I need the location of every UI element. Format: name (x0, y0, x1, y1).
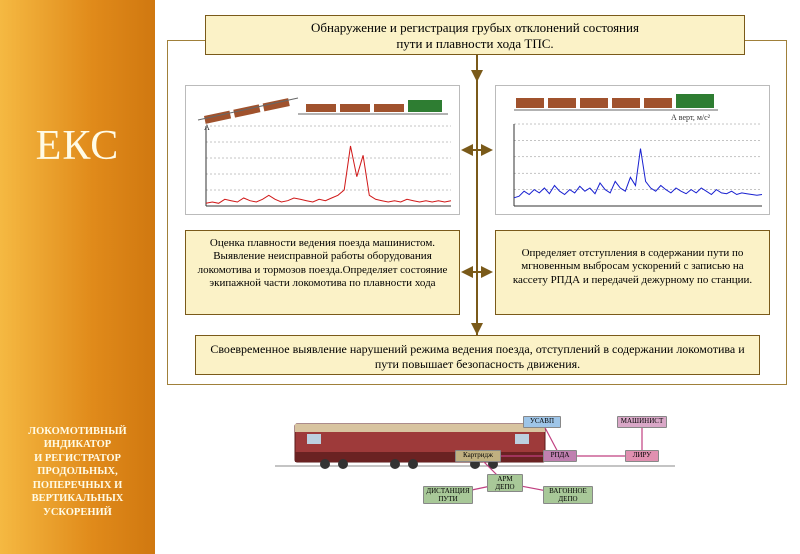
bottom-summary-box: Своевременное выявление нарушений режима… (195, 335, 760, 375)
right-description-box: Определяет отступления в содержании пути… (495, 230, 770, 315)
chart-right: А верт, м/с² (495, 85, 770, 215)
header-line2: пути и плавности хода ТПС. (396, 36, 553, 51)
chart-right-ylabel: А верт, м/с² (671, 113, 711, 122)
diagram-node-mashinist: МАШИНИСТ (617, 416, 667, 428)
train-left-illustration (198, 98, 448, 124)
diagram-node-rpda: РПДА (543, 450, 577, 462)
diagram-node-arm: АРМ ДЕПО (487, 474, 523, 492)
locomotive-diagram: УСАВП МАШИНИСТ Картридж РПДА ЛИРУ АРМ ДЕПО ДИС… (265, 410, 685, 510)
left-description-box: Оценка плавности ведения поезда машинист… (185, 230, 460, 315)
chart-left-ylabel: А (204, 123, 210, 132)
diagram-node-liru: ЛИРУ (625, 450, 659, 462)
chart-left: А (185, 85, 460, 215)
sidebar: ЕКС ЛОКОМОТИВНЫЙ ИНДИКАТОР И РЕГИСТРАТОР… (0, 0, 155, 554)
header-line1: Обнаружение и регистрация грубых отклоне… (311, 20, 639, 35)
diagram-node-vagon: ВАГОННОЕ ДЕПО (543, 486, 593, 504)
sidebar-logo: ЕКС (36, 122, 120, 170)
diagram-node-dist: ДИСТАНЦИЯ ПУТИ (423, 486, 473, 504)
header-box: Обнаружение и регистрация грубых отклоне… (205, 15, 745, 55)
sidebar-title: ЛОКОМОТИВНЫЙ ИНДИКАТОР И РЕГИСТРАТОР ПРО… (8, 425, 147, 519)
diagram-node-usavp: УСАВП (523, 416, 561, 428)
train-right-illustration (514, 94, 718, 110)
diagram-node-kartridg: Картридж (455, 450, 501, 462)
main-area: Обнаружение и регистрация грубых отклоне… (155, 0, 800, 554)
